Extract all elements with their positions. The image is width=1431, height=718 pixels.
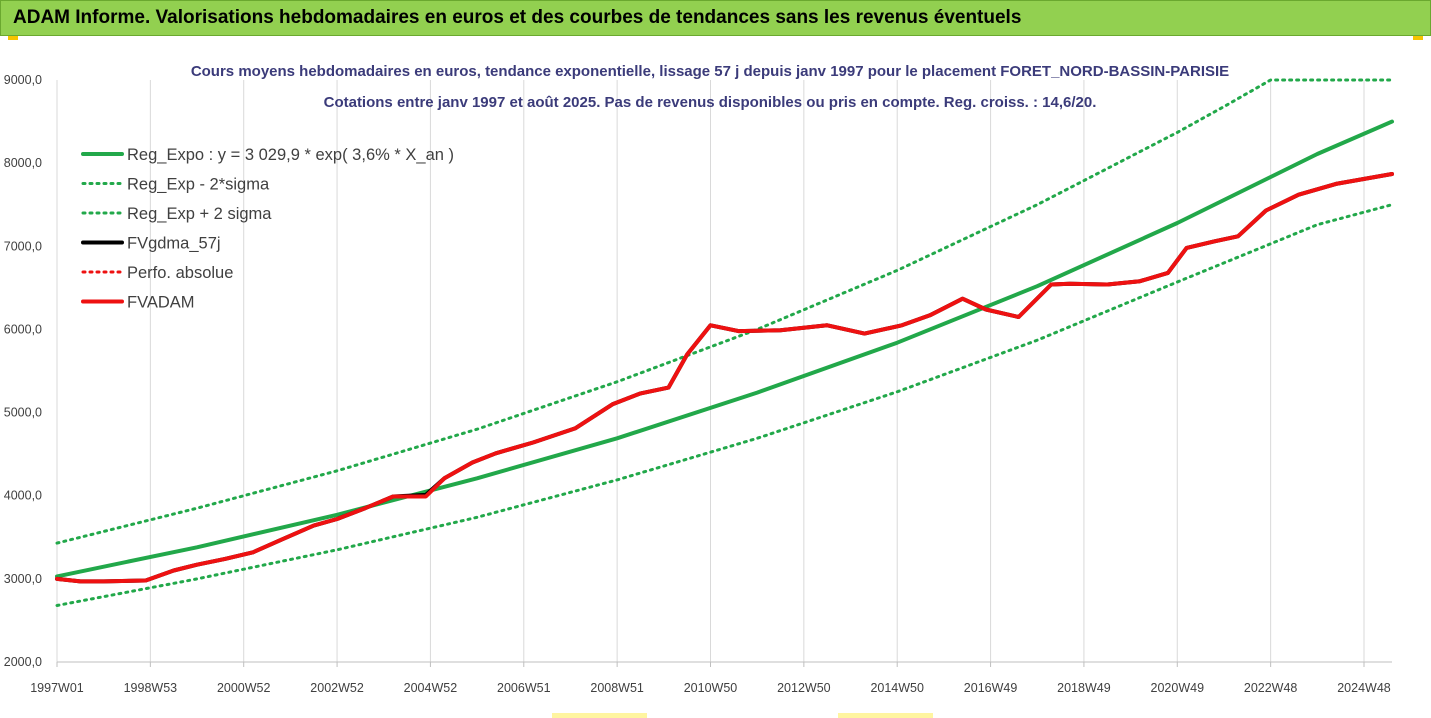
- y-tick-label: 3000,0: [4, 572, 42, 586]
- corner-marker: [8, 36, 18, 40]
- legend: Reg_Expo : y = 3 029,9 * exp( 3,6% * X_a…: [81, 146, 454, 312]
- x-tick-labels: 1997W01 1998W53 2000W52 2002W52 2004W52 2006W…: [30, 681, 1391, 695]
- legend-label: Reg_Exp + 2 sigma: [127, 205, 272, 223]
- x-tick-label: 2022W48: [1244, 681, 1298, 695]
- y-tick-label: 4000,0: [4, 489, 42, 503]
- series-line-2: [55, 78, 1394, 545]
- gridlines: [56, 80, 1365, 667]
- x-tick-label: 2012W50: [777, 681, 831, 695]
- y-tick-label: 8000,0: [4, 156, 42, 170]
- series-lines: [55, 78, 1394, 607]
- series-line-5: [55, 172, 1394, 584]
- x-tick-label: 2018W49: [1057, 681, 1111, 695]
- page-title: ADAM Informe. Valorisations hebdomadaire…: [13, 7, 1022, 28]
- x-tick-label: 2004W52: [404, 681, 458, 695]
- header-bar: ADAM Informe. Valorisations hebdomadaire…: [0, 0, 1431, 36]
- y-tick-label: 9000,0: [4, 73, 42, 87]
- y-tick-labels: 2000,0 3000,0 4000,0 5000,0 6000,0 7000,0 8000…: [4, 73, 42, 669]
- series-line-1: [55, 203, 1394, 607]
- series-line-0: [55, 119, 1394, 579]
- x-tick-label: 2020W49: [1151, 681, 1205, 695]
- corner-marker: [1413, 36, 1423, 40]
- x-tick-label: 2014W50: [870, 681, 924, 695]
- x-tick-label: 1998W53: [124, 681, 178, 695]
- legend-label: FVgdma_57j: [127, 235, 221, 253]
- y-tick-label: 7000,0: [4, 239, 42, 253]
- chart-title: Cours moyens hebdomadaires en euros, ten…: [191, 63, 1229, 80]
- x-tick-label: 2010W50: [684, 681, 738, 695]
- y-tick-label: 2000,0: [4, 655, 42, 669]
- chart-area: 1997W01 1998W53 2000W52 2002W52 2004W52 2006W…: [4, 63, 1394, 695]
- y-tick-label: 6000,0: [4, 322, 42, 336]
- series-line-3: [55, 172, 1394, 584]
- legend-label: FVADAM: [127, 294, 195, 312]
- legend-label: Reg_Exp - 2*sigma: [127, 176, 270, 194]
- x-tick-label: 2016W49: [964, 681, 1018, 695]
- x-tick-label: 2006W51: [497, 681, 551, 695]
- legend-label: Reg_Expo : y = 3 029,9 * exp( 3,6% * X_a…: [127, 146, 454, 164]
- x-tick-label: 2008W51: [590, 681, 644, 695]
- legend-label: Perfo. absolue: [127, 264, 233, 282]
- y-tick-label: 5000,0: [4, 406, 42, 420]
- sheet-tab[interactable]: [552, 713, 647, 718]
- x-tick-label: 2000W52: [217, 681, 271, 695]
- x-tick-label: 1997W01: [30, 681, 84, 695]
- x-tick-label: 2002W52: [310, 681, 364, 695]
- x-tick-label: 2024W48: [1337, 681, 1391, 695]
- sheet-tab[interactable]: [838, 713, 933, 718]
- chart-subtitle: Cotations entre janv 1997 et août 2025. …: [324, 94, 1097, 111]
